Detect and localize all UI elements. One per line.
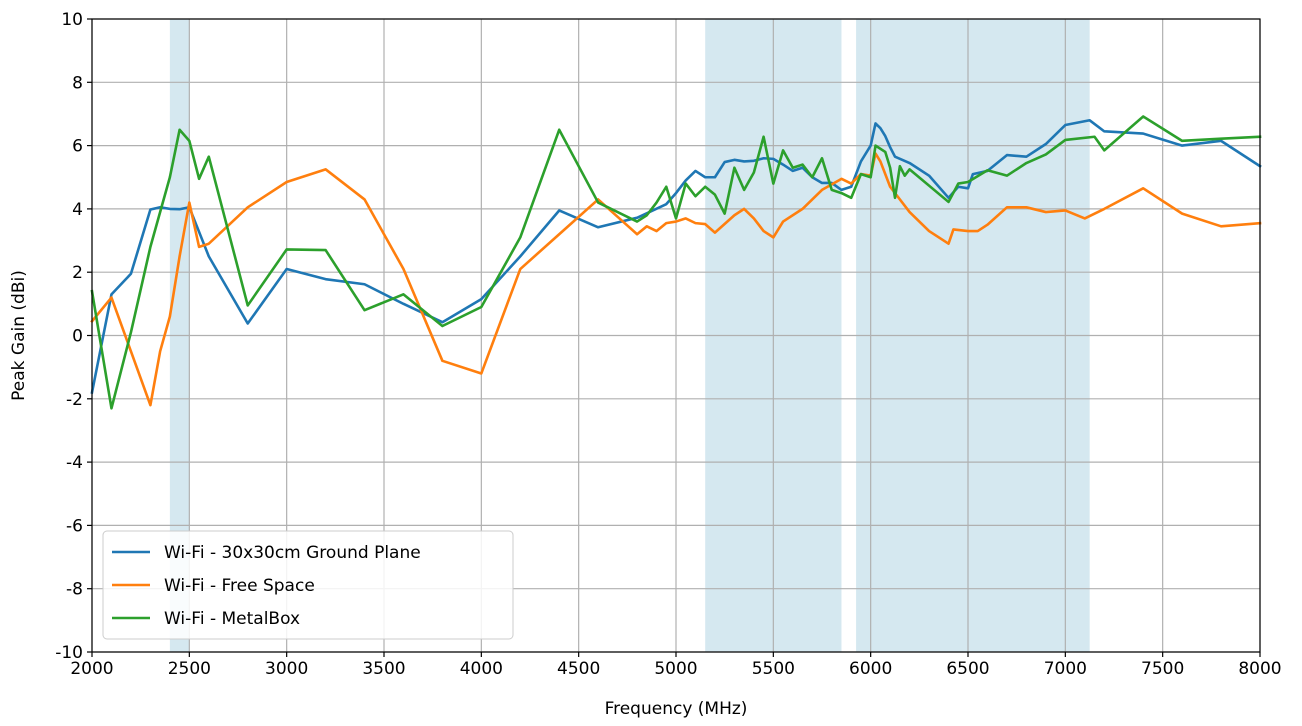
- legend-label-2: Wi-Fi - MetalBox: [164, 609, 300, 629]
- legend-box: [102, 530, 514, 640]
- legend-label-1: Wi-Fi - Free Space: [164, 576, 315, 596]
- x-axis-label: Frequency (MHz): [605, 699, 748, 719]
- legend-label-0: Wi-Fi - 30x30cm Ground Plane: [164, 543, 421, 563]
- x-tick-label: 2500: [168, 659, 211, 679]
- x-tick-label: 7500: [1141, 659, 1184, 679]
- x-tick-label: 6500: [946, 659, 989, 679]
- y-tick-label: -8: [66, 580, 83, 600]
- x-tick-label: 3000: [265, 659, 308, 679]
- y-tick-label: -4: [66, 453, 83, 473]
- y-tick-label: 2: [72, 263, 83, 283]
- y-tick-label: -6: [66, 516, 83, 536]
- x-tick-label: 3500: [362, 659, 405, 679]
- series-line-2: [90, 115, 1262, 410]
- x-tick-label: 7000: [1044, 659, 1087, 679]
- series-line-0: [90, 118, 1262, 394]
- x-tick-label: 6000: [849, 659, 892, 679]
- y-tick-label: 10: [61, 10, 83, 30]
- series-lines: [90, 115, 1262, 410]
- y-tick-label: -10: [55, 643, 83, 663]
- x-tick-label: 5000: [654, 659, 697, 679]
- y-tick-label: -2: [66, 390, 83, 410]
- y-tick-label: 4: [72, 200, 83, 220]
- x-tick-label: 4000: [460, 659, 503, 679]
- y-tick-label: 0: [72, 327, 83, 347]
- y-tick-label: 6: [72, 137, 83, 157]
- series-line-1: [90, 152, 1262, 407]
- x-tick-label: 2000: [70, 659, 113, 679]
- y-tick-label: 8: [72, 73, 83, 93]
- x-tick-label: 5500: [752, 659, 795, 679]
- y-axis-label: Peak Gain (dBi): [9, 270, 29, 401]
- axis-ticks: 2000 2500 3000 3500 4000 4500 5000 5500 6000 6500…: [55, 10, 1281, 679]
- x-tick-label: 8000: [1238, 659, 1281, 679]
- x-tick-label: 4500: [557, 659, 600, 679]
- legend: Wi-Fi - 30x30cm Ground Plane Wi-Fi - Free…: [102, 530, 514, 640]
